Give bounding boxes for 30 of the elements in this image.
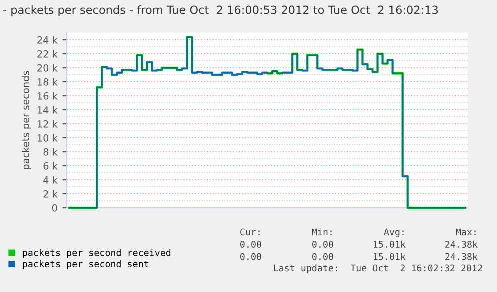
legend-label: packets per second sent [23,260,148,270]
text: Max: [456,228,476,236]
text: 0.00 [312,253,334,260]
chart-title: - packets per seconds - from Tue Oct 2 16:00:53 2012 to Tue Oct 2 16:02:13 [4,6,438,16]
text: 24.38k [446,253,478,260]
y-tick-label: 12 k [38,120,58,128]
text: 15.01k [374,253,406,260]
text: 0.00 [240,253,262,260]
y-tick-label: 20 k [38,64,58,72]
text: Cur: [240,228,260,236]
legend-label: packets per second received [23,249,171,258]
y-tick-label: 14 k [38,106,58,114]
y-tick-label: 0 [52,204,58,212]
text: 0.00 [312,241,334,248]
y-tick-label: 4 k [44,176,58,184]
y-tick-label: 10 k [38,134,58,142]
y-tick-label: 24 k [38,36,58,44]
text: Avg: [384,228,404,238]
text: Min: [312,228,332,236]
y-tick-label: 6 k [44,162,58,170]
y-tick-label: 22 k [38,50,58,58]
text: 0.00 [240,241,262,248]
text: 15.01k [374,240,406,248]
text: 24.38k [446,240,478,248]
y-axis-title: packets per seconds [22,71,32,170]
text: Last update: Tue Oct 2 16:02:32 2012 [274,264,482,274]
y-tick-label: 2 k [44,190,58,198]
y-tick-label: 18 k [38,78,58,86]
y-tick-label: 16 k [38,92,58,100]
y-tick-label: 8 k [44,148,58,156]
